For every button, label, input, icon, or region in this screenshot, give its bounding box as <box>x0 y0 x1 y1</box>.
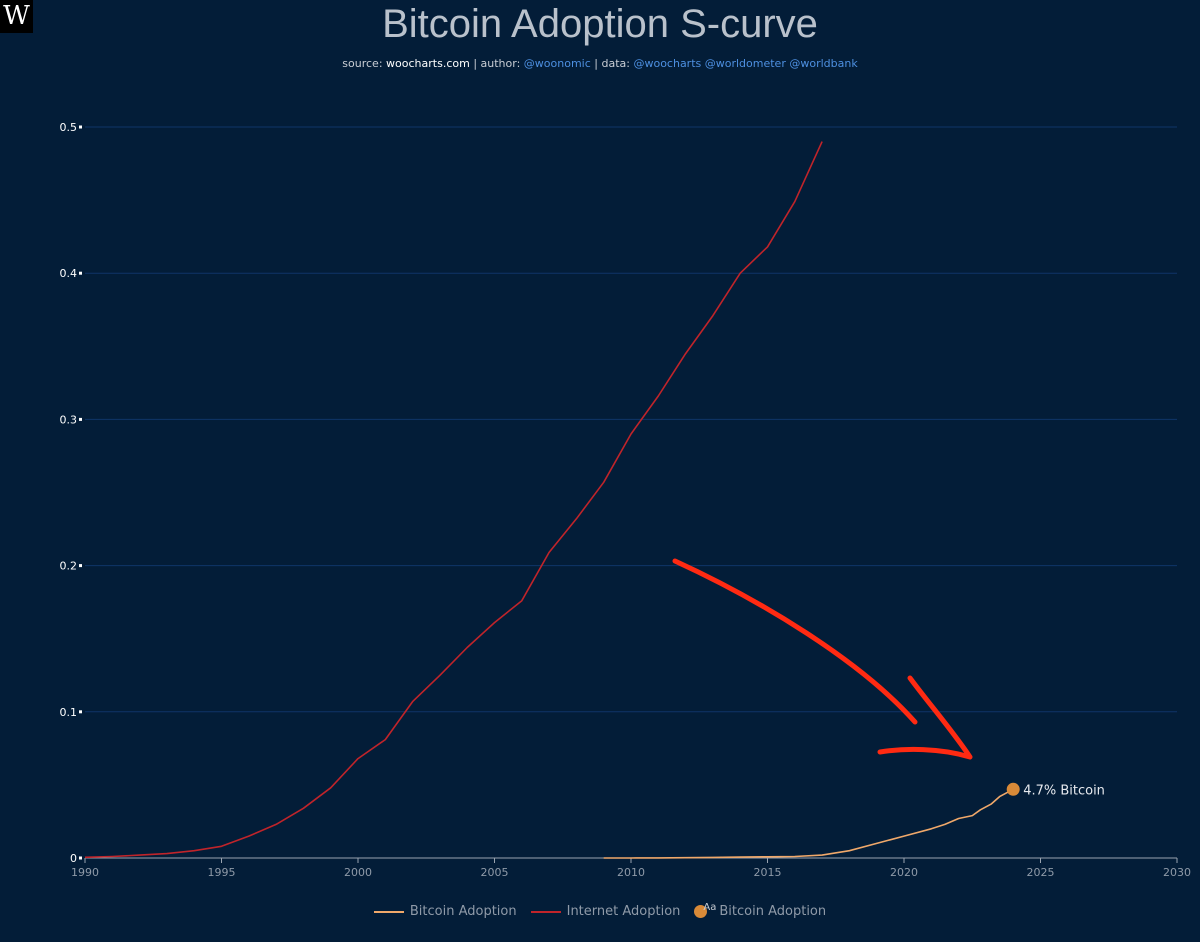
red-arrow-head <box>877 675 973 760</box>
legend-label: Bitcoin Adoption <box>409 904 517 919</box>
chart-subtitle: source: woocharts.com | author: @woonomi… <box>0 57 1200 70</box>
y-tick-mark <box>79 856 82 860</box>
woocharts-logo: W <box>0 0 33 33</box>
x-tick-label: 1995 <box>208 866 236 879</box>
bitcoin-endpoint-marker <box>1006 782 1020 796</box>
x-tick-label: 2030 <box>1163 866 1191 879</box>
y-tick-mark <box>79 271 82 275</box>
x-tick-label: 2005 <box>481 866 509 879</box>
y-tick-label: 0.2 <box>60 560 78 573</box>
source-label: source: <box>342 57 383 70</box>
bitcoin-annotation-label: 4.7% Bitcoin <box>1023 783 1105 798</box>
internet-adoption-line <box>84 141 823 859</box>
x-tick-label: 2020 <box>890 866 918 879</box>
y-tick-mark <box>79 125 82 129</box>
bitcoin-adoption-line <box>603 788 1014 859</box>
y-tick-label: 0.1 <box>60 706 78 719</box>
y-tick-label: 0.3 <box>60 413 78 426</box>
y-tick-mark <box>79 710 82 714</box>
x-tick-label: 2015 <box>754 866 782 879</box>
chart-title: Bitcoin Adoption S-curve <box>382 2 818 46</box>
legend-item[interactable]: Aa Bitcoin Adoption <box>694 902 827 919</box>
author-label: | author: <box>473 57 521 70</box>
legend-marker-swatch: Aa <box>694 902 716 918</box>
red-arrow-shaft <box>672 558 918 725</box>
legend-label: Bitcoin Adoption <box>719 904 827 919</box>
x-tick-label: 2000 <box>344 866 372 879</box>
x-tick-label: 2010 <box>617 866 645 879</box>
source-link[interactable]: woocharts.com <box>386 57 470 70</box>
y-tick-label: 0.5 <box>60 121 78 134</box>
legend-text-badge: Aa <box>703 902 717 913</box>
legend-item[interactable]: Internet Adoption <box>530 904 681 919</box>
data-label: | data: <box>594 57 630 70</box>
x-tick-label: 1990 <box>71 866 99 879</box>
legend-item[interactable]: Bitcoin Adoption <box>373 904 517 919</box>
author-link[interactable]: @woonomic <box>523 57 591 70</box>
y-tick-label: 0.4 <box>60 267 78 280</box>
y-tick-label: 0 <box>70 852 77 865</box>
data-sources-link[interactable]: @woocharts @worldometer @worldbank <box>633 57 858 70</box>
y-tick-mark <box>79 564 82 568</box>
legend-label: Internet Adoption <box>566 904 681 919</box>
chart-legend: Bitcoin Adoption Internet Adoption Aa Bitco… <box>0 902 1200 919</box>
legend-line-swatch <box>373 910 404 913</box>
y-tick-mark <box>79 417 82 421</box>
legend-line-swatch <box>530 910 561 913</box>
x-tick-label: 2025 <box>1027 866 1055 879</box>
chart-plot: 0 0.1 0.2 0.3 0.4 0.5 1990 1995 2000 2005 2010 2015… <box>60 121 1192 879</box>
